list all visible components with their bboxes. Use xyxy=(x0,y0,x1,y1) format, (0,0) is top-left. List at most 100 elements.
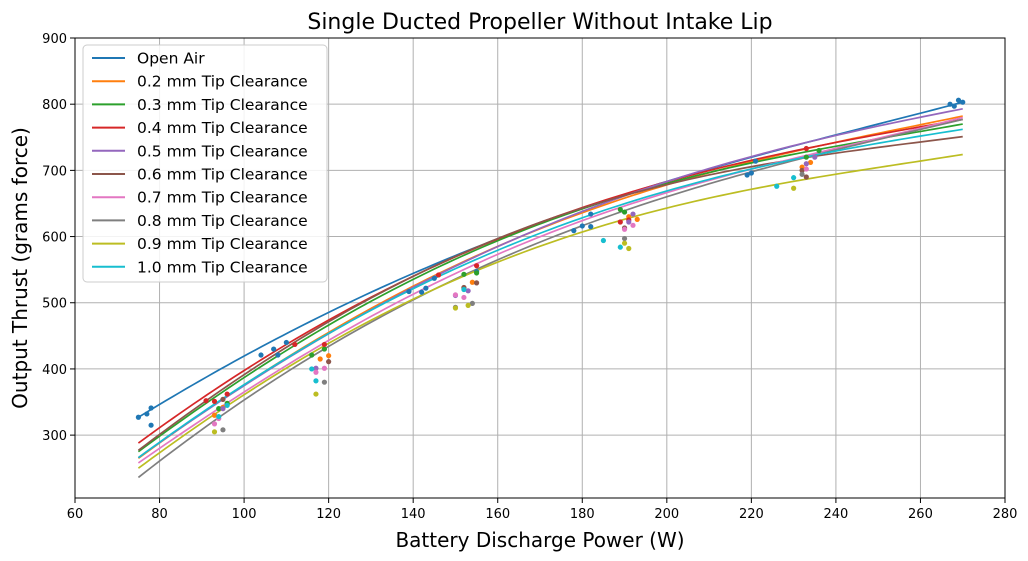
data-point-series-0 xyxy=(283,339,289,346)
data-point-series-9 xyxy=(224,402,230,408)
data-point-series-0 xyxy=(947,101,953,107)
data-point-series-8 xyxy=(465,302,471,308)
data-point-series-4 xyxy=(313,365,319,371)
data-point-series-6 xyxy=(461,294,467,301)
x-tick-label: 120 xyxy=(316,507,341,522)
x-tick-label: 260 xyxy=(908,507,933,522)
y-tick-label: 600 xyxy=(42,231,67,246)
data-point-series-0 xyxy=(423,285,429,291)
data-point-series-4 xyxy=(803,161,809,167)
data-point-series-8 xyxy=(452,305,459,311)
data-point-series-3 xyxy=(617,219,623,225)
data-point-series-2 xyxy=(473,270,480,276)
data-point-series-6 xyxy=(803,166,809,172)
data-point-series-3 xyxy=(473,263,480,269)
data-point-series-0 xyxy=(588,224,594,230)
legend-entry-3: 0.4 mm Tip Clearance xyxy=(137,119,308,137)
data-point-series-0 xyxy=(744,172,750,178)
data-point-series-3 xyxy=(203,398,209,404)
legend-entry-0: Open Air xyxy=(137,50,205,68)
data-point-series-4 xyxy=(220,406,226,412)
data-point-series-2 xyxy=(803,154,809,160)
data-point-series-9 xyxy=(216,413,222,420)
x-tick-label: 200 xyxy=(654,507,679,522)
legend-entry-4: 0.5 mm Tip Clearance xyxy=(137,142,308,160)
series-points xyxy=(135,97,966,435)
x-tick-label: 60 xyxy=(67,507,84,522)
data-point-series-1 xyxy=(211,412,218,418)
data-point-series-7 xyxy=(220,427,226,433)
data-point-series-0 xyxy=(148,405,154,411)
data-point-series-0 xyxy=(419,289,425,295)
data-point-series-9 xyxy=(309,366,315,372)
plot-frame xyxy=(74,37,1006,499)
x-axis-label: Battery Discharge Power (W) xyxy=(395,528,684,552)
data-point-series-6 xyxy=(313,369,319,375)
x-tick-label: 100 xyxy=(232,507,257,522)
data-point-series-2 xyxy=(216,406,222,412)
data-point-series-0 xyxy=(275,352,281,358)
data-point-series-4 xyxy=(812,154,818,160)
data-point-series-7 xyxy=(321,379,328,385)
data-point-series-3 xyxy=(803,145,809,152)
data-point-series-9 xyxy=(617,244,623,250)
y-tick-label: 300 xyxy=(42,429,67,444)
data-point-series-1 xyxy=(807,159,814,166)
data-point-series-1 xyxy=(469,279,475,285)
data-point-series-0 xyxy=(135,414,142,420)
data-point-series-0 xyxy=(406,288,412,295)
chart-title: Single Ducted Propeller Without Intake L… xyxy=(307,10,772,35)
data-point-series-0 xyxy=(955,97,962,103)
x-tick-label: 160 xyxy=(485,507,510,522)
data-point-series-3 xyxy=(292,341,298,348)
legend-entry-9: 1.0 mm Tip Clearance xyxy=(137,258,308,276)
data-point-series-9 xyxy=(774,183,780,189)
data-point-series-0 xyxy=(148,422,154,428)
data-point-series-3 xyxy=(435,272,442,278)
series-line-2 xyxy=(137,123,963,453)
y-tick-label: 400 xyxy=(42,363,67,378)
data-point-series-2 xyxy=(621,209,628,215)
data-point-series-3 xyxy=(321,341,328,348)
legend-box xyxy=(82,44,328,283)
data-point-series-6 xyxy=(452,292,459,298)
data-point-series-6 xyxy=(621,226,628,232)
data-point-series-0 xyxy=(579,223,585,229)
data-point-series-5 xyxy=(799,167,805,173)
y-tick-label: 900 xyxy=(42,32,67,47)
data-point-series-2 xyxy=(461,271,467,277)
data-point-series-8 xyxy=(621,240,628,246)
legend-entry-7: 0.8 mm Tip Clearance xyxy=(137,212,308,230)
x-tick-label: 180 xyxy=(570,507,595,522)
data-point-series-0 xyxy=(431,275,437,281)
x-tick-label: 140 xyxy=(401,507,426,522)
x-tick-label: 80 xyxy=(151,507,168,522)
data-point-series-0 xyxy=(752,158,759,164)
data-point-series-0 xyxy=(588,211,594,217)
series-line-6 xyxy=(137,116,963,464)
legend-entry-2: 0.3 mm Tip Clearance xyxy=(137,96,308,114)
x-tick-label: 240 xyxy=(823,507,848,522)
data-point-series-2 xyxy=(617,206,623,213)
x-axis-ticks: 60 80 100 120 140 160 180 200 220 240 260 280 xyxy=(67,498,1017,522)
data-point-series-6 xyxy=(321,365,328,371)
series-line-8 xyxy=(137,153,963,469)
data-point-series-2 xyxy=(321,346,328,352)
data-point-series-3 xyxy=(211,398,218,404)
data-point-series-5 xyxy=(326,359,332,365)
data-point-series-9 xyxy=(791,175,797,181)
y-axis-ticks: 300 400 500 600 700 800 900 xyxy=(42,32,75,444)
data-point-series-2 xyxy=(816,147,822,154)
data-point-series-8 xyxy=(626,245,632,252)
data-point-series-5 xyxy=(473,280,480,286)
data-point-series-0 xyxy=(748,170,754,176)
data-point-series-7 xyxy=(799,171,805,177)
y-axis-label: Output Thrust (grams force) xyxy=(8,127,32,409)
data-point-series-5 xyxy=(803,174,809,180)
data-point-series-9 xyxy=(313,378,319,384)
data-point-series-4 xyxy=(630,211,636,217)
data-point-series-1 xyxy=(634,216,640,222)
series-lines xyxy=(137,101,963,479)
data-point-series-7 xyxy=(469,300,475,307)
